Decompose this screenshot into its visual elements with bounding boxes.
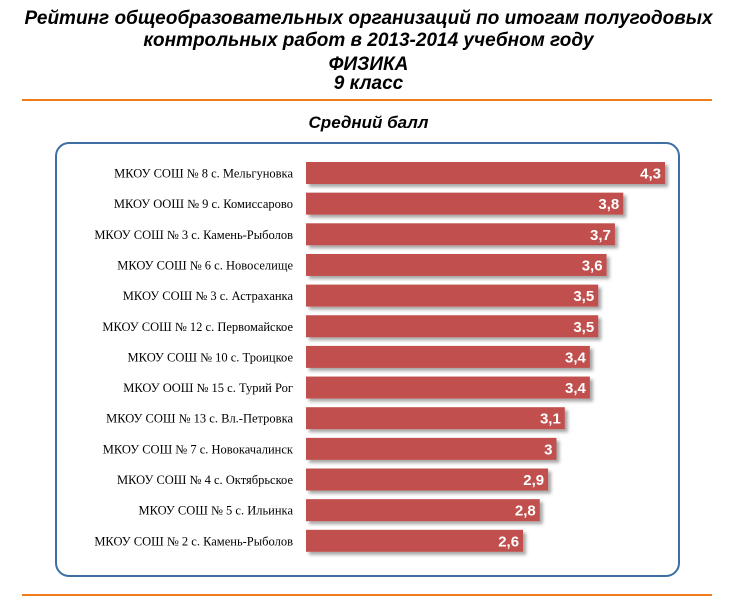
bar: [306, 284, 599, 307]
value-label: 3,5: [573, 288, 594, 305]
chart-title: Средний балл: [308, 113, 429, 132]
category-label: МКОУ СОШ № 8 с. Мельгуновка: [114, 167, 293, 181]
grade-title: 9 класс: [333, 73, 404, 94]
bar: [306, 315, 599, 338]
bottom-divider: [22, 594, 712, 596]
value-label: 3,7: [590, 227, 611, 244]
category-label: МКОУ СОШ № 7 с. Новокачалинск: [103, 442, 294, 456]
value-label: 3,1: [540, 411, 561, 428]
value-label: 3,4: [565, 349, 587, 366]
top-divider: [22, 99, 712, 101]
value-label: 2,9: [523, 472, 544, 489]
value-label: 3,6: [582, 257, 603, 274]
category-label: МКОУ СОШ № 4 с. Октябрьское: [117, 473, 293, 487]
bar: [306, 253, 607, 276]
category-label: МКОУ ООШ № 9 с. Комиссарово: [114, 197, 293, 211]
subject-title: ФИЗИКА: [328, 54, 409, 75]
bar: [306, 437, 557, 460]
category-label: МКОУ СОШ № 5 с. Ильинка: [138, 504, 293, 518]
value-label: 3,8: [598, 196, 619, 213]
value-label: 3,5: [573, 319, 594, 336]
bar: [306, 407, 565, 430]
category-label: МКОУ СОШ № 3 с. Камень-Рыболов: [94, 228, 293, 242]
bar: [306, 376, 590, 399]
value-label: 3,4: [565, 380, 587, 397]
bar: [306, 345, 590, 368]
bar-chart: МКОУ СОШ № 8 с. Мельгуновка 4,3 МКОУ ООШ №…: [94, 162, 665, 552]
value-label: 2,6: [498, 533, 519, 550]
value-label: 3: [544, 441, 552, 458]
category-label: МКОУ СОШ № 12 с. Первомайское: [102, 320, 293, 334]
page-title-line2: контрольных работ в 2013-2014 учебном го…: [143, 30, 594, 51]
bar: [306, 162, 665, 184]
bar: [306, 529, 524, 552]
category-label: МКОУ СОШ № 13 с. Вл.-Петровка: [106, 412, 293, 426]
bar: [306, 499, 540, 522]
category-label: МКОУ СОШ № 6 с. Новоселище: [117, 258, 293, 272]
bar: [306, 192, 624, 215]
bars-layer: МКОУ СОШ № 8 с. Мельгуновка 4,3 МКОУ ООШ №…: [94, 162, 665, 552]
category-label: МКОУ ООШ № 15 с. Турий Рог: [123, 381, 293, 395]
category-label: МКОУ СОШ № 3 с. Астраханка: [123, 289, 294, 303]
category-label: МКОУ СОШ № 2 с. Камень-Рыболов: [94, 534, 293, 548]
value-label: 2,8: [515, 503, 536, 520]
page-title-line1: Рейтинг общеобразовательных организаций …: [24, 8, 713, 29]
category-label: МКОУ СОШ № 10 с. Троицкое: [128, 350, 294, 364]
chart-frame: МКОУ СОШ № 8 с. Мельгуновка 4,3 МКОУ ООШ №…: [55, 142, 680, 577]
bar: [306, 468, 549, 491]
value-label: 4,3: [640, 166, 661, 183]
bar: [306, 223, 615, 246]
